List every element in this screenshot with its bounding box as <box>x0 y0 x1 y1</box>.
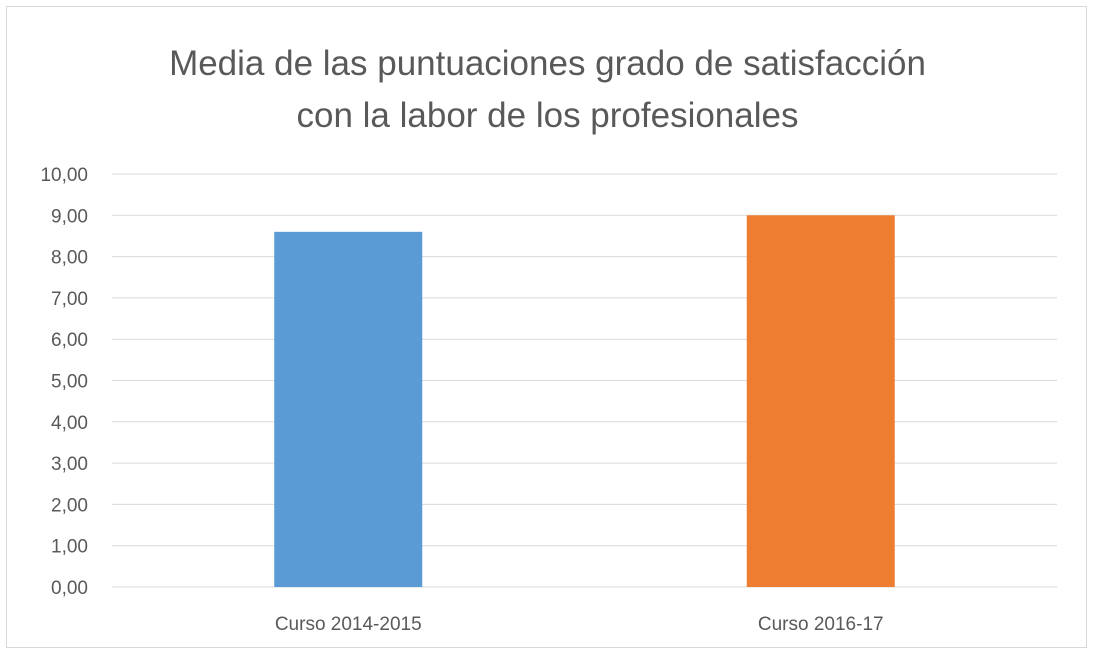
x-category-label: Curso 2014-2015 <box>275 614 422 635</box>
y-tick-label: 7,00 <box>51 289 88 310</box>
y-tick-label: 9,00 <box>51 206 88 227</box>
chart-title-line-1: Media de las puntuaciones grado de satis… <box>169 44 926 83</box>
y-tick-label: 2,00 <box>51 495 88 516</box>
y-tick-label: 0,00 <box>51 578 88 599</box>
y-tick-label: 1,00 <box>51 537 88 558</box>
y-tick-label: 5,00 <box>51 372 88 393</box>
chart-title: Media de las puntuaciones grado de satis… <box>0 38 1095 142</box>
y-tick-label: 8,00 <box>51 248 88 269</box>
chart-frame <box>6 6 1087 648</box>
x-axis-labels: Curso 2014-2015 Curso 2016-17 <box>275 614 884 635</box>
bar-2 <box>746 215 895 588</box>
x-category-label: Curso 2016-17 <box>758 614 884 635</box>
y-tick-label: 6,00 <box>51 330 88 351</box>
y-axis-ticks: 0,00 1,00 2,00 3,00 4,00 5,00 6,00 7,00 8,00 9,00… <box>40 165 88 599</box>
chart-title-line-2: con la labor de los profesionales <box>296 96 799 135</box>
gridlines <box>112 173 1057 588</box>
bars <box>274 215 895 588</box>
y-tick-label: 4,00 <box>51 413 88 434</box>
bar-1 <box>274 231 423 587</box>
y-tick-label: 10,00 <box>40 165 88 186</box>
y-tick-label: 3,00 <box>51 454 88 475</box>
